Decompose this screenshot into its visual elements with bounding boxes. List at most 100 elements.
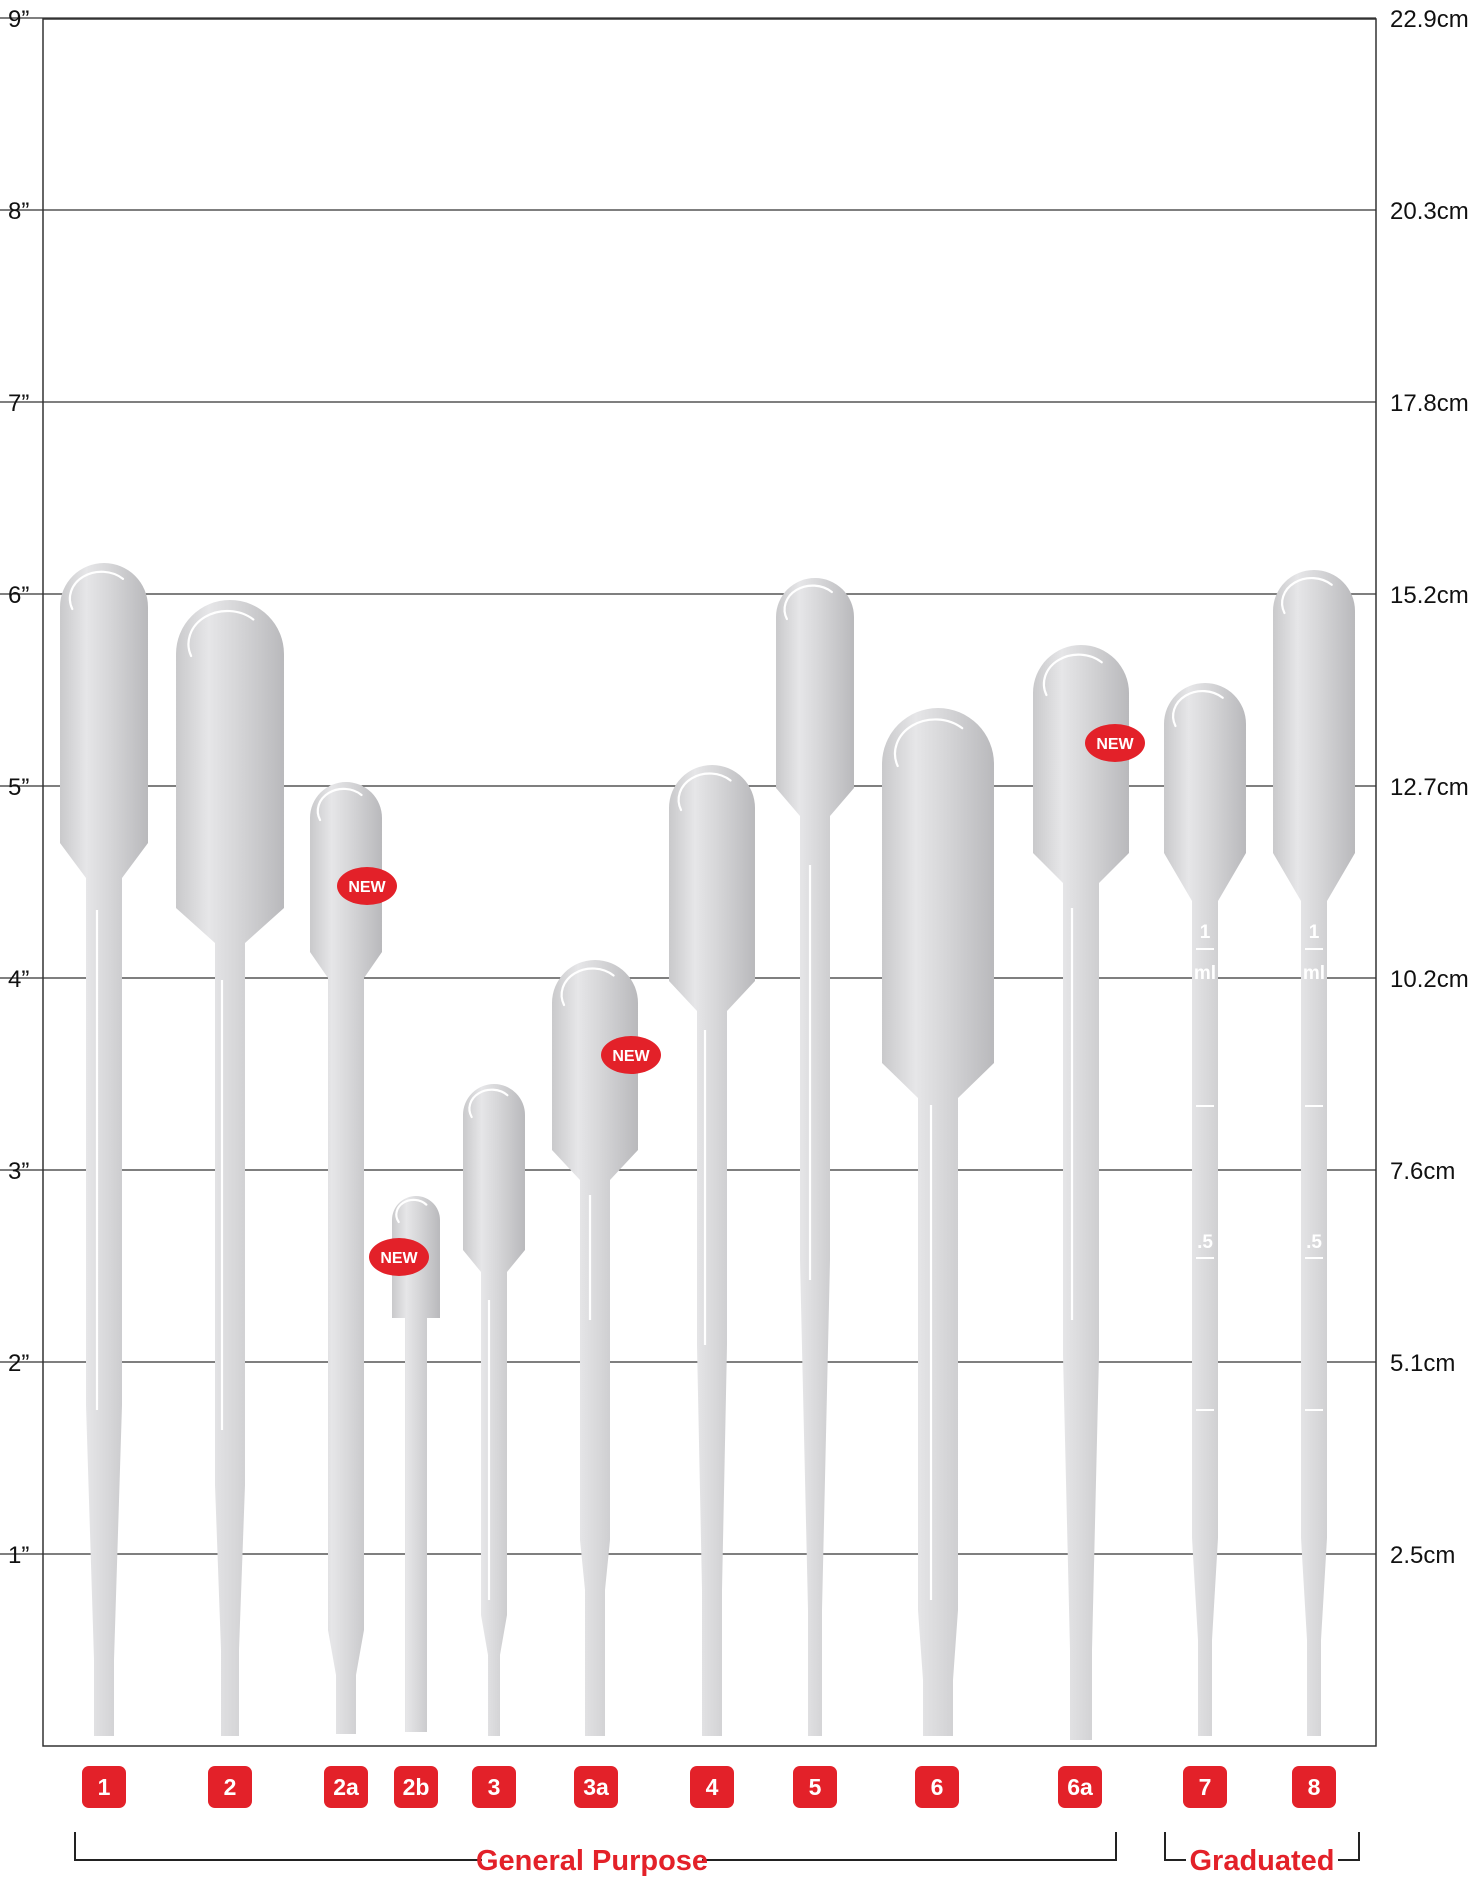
cm-scale: 22.9cm 20.3cm 17.8cm 15.2cm 12.7cm 10.2cm 7.6c… xyxy=(1390,6,1469,1569)
group-general-purpose: General Purpose xyxy=(74,1832,1117,1877)
badge-1: 1 xyxy=(82,1766,126,1808)
pipette-2a: NEW xyxy=(310,782,397,1734)
badge-shape xyxy=(1183,1766,1227,1808)
bulb-highlight xyxy=(1172,689,1224,728)
bulb-highlight xyxy=(893,718,964,768)
badge-label: 5 xyxy=(809,1774,822,1800)
pipette-body xyxy=(60,563,148,1736)
badge-3a: 3a xyxy=(574,1766,618,1808)
badge-shape xyxy=(324,1766,368,1808)
new-badge-label: NEW xyxy=(1096,736,1134,753)
group-label: Graduated xyxy=(1189,1845,1334,1877)
badge-label: 6a xyxy=(1067,1774,1093,1800)
pipette-1 xyxy=(60,563,148,1736)
badge-label: 2a xyxy=(333,1774,359,1800)
new-badge-label: NEW xyxy=(380,1250,418,1267)
badge-label: 3 xyxy=(488,1774,501,1800)
graduation-1: 1 xyxy=(1200,922,1211,943)
graduation-half: .5 xyxy=(1306,1232,1322,1253)
badge-6: 6 xyxy=(915,1766,959,1808)
group-graduated: Graduated xyxy=(1164,1832,1360,1877)
pipette-badges: 1 2 2a 2b 3 3a 4 5 6 6a 7 8 xyxy=(82,1766,1336,1808)
badge-label: 2 xyxy=(224,1774,237,1800)
cm-label-15.2cm: 15.2cm xyxy=(1390,582,1469,609)
bulb-highlight xyxy=(560,967,615,1007)
badge-label: 8 xyxy=(1308,1774,1321,1800)
badge-shape xyxy=(208,1766,252,1808)
group-label: General Purpose xyxy=(476,1845,708,1877)
badge-label: 2b xyxy=(403,1774,430,1800)
inch-label-2: 2” xyxy=(8,1350,29,1377)
pipette-6a: NEW xyxy=(1033,645,1145,1740)
bulb-highlight xyxy=(1042,653,1103,697)
inch-label-6: 6” xyxy=(8,582,29,609)
pipette-body xyxy=(392,1196,440,1732)
badge-label: 1 xyxy=(98,1774,111,1800)
cm-label-2.5cm: 2.5cm xyxy=(1390,1542,1455,1569)
bulb-highlight xyxy=(468,1088,509,1119)
badge-label: 7 xyxy=(1199,1774,1212,1800)
pipette-6 xyxy=(882,708,994,1736)
badge-2a: 2a xyxy=(324,1766,368,1808)
badge-7: 7 xyxy=(1183,1766,1227,1808)
cm-label-22.9cm: 22.9cm xyxy=(1390,6,1469,33)
inch-label-7: 7” xyxy=(8,390,29,417)
inch-label-8: 8” xyxy=(8,198,29,225)
inch-scale: 9” 8” 7” 6” 5” 4” 3” 2” 1” xyxy=(8,6,29,1569)
badge-shape xyxy=(82,1766,126,1808)
pipette-2b: NEW xyxy=(369,1196,440,1732)
graduation-half: .5 xyxy=(1197,1232,1213,1253)
badge-shape xyxy=(574,1766,618,1808)
cm-label-10.2cm: 10.2cm xyxy=(1390,966,1469,993)
graduation-1: 1 xyxy=(1309,922,1320,943)
new-badge: NEW xyxy=(1085,724,1145,762)
badge-shape xyxy=(394,1766,438,1808)
pipette-body xyxy=(310,782,382,1734)
pipette-body xyxy=(776,578,854,1736)
new-badge: NEW xyxy=(369,1238,429,1276)
bulb-highlight xyxy=(677,772,732,812)
badge-shape xyxy=(915,1766,959,1808)
badge-shape xyxy=(1058,1766,1102,1808)
new-badge-label: NEW xyxy=(612,1048,650,1065)
badge-shape xyxy=(1292,1766,1336,1808)
pipette-3a: NEW xyxy=(552,960,661,1736)
inch-label-3: 3” xyxy=(8,1158,29,1185)
pipette-2 xyxy=(176,600,284,1736)
new-badge-shape xyxy=(337,867,397,905)
chart-frame xyxy=(42,18,1377,1747)
pipette-body xyxy=(176,600,284,1736)
inch-label-9: 9” xyxy=(8,6,29,33)
badge-label: 4 xyxy=(706,1774,719,1800)
badge-label: 6 xyxy=(931,1774,944,1800)
badge-label: 3a xyxy=(583,1774,609,1800)
pipette-5 xyxy=(776,578,854,1736)
new-badge-shape xyxy=(369,1238,429,1276)
cm-label-17.8cm: 17.8cm xyxy=(1390,390,1469,417)
badge-shape xyxy=(793,1766,837,1808)
badge-2: 2 xyxy=(208,1766,252,1808)
inch-label-5: 5” xyxy=(8,774,29,801)
cm-label-5.1cm: 5.1cm xyxy=(1390,1350,1455,1377)
bulb-highlight xyxy=(68,570,125,611)
pipettes: NEW NEW NEW NEW 1 ml .5 1 ml .5 xyxy=(60,563,1355,1740)
bulb-highlight xyxy=(187,609,255,658)
bulb-highlight xyxy=(395,1198,428,1224)
badge-2b: 2b xyxy=(394,1766,438,1808)
group-bracket xyxy=(1164,1832,1360,1861)
bulb-highlight xyxy=(316,787,363,822)
badge-4: 4 xyxy=(690,1766,734,1808)
badge-6a: 6a xyxy=(1058,1766,1102,1808)
bulb-highlight xyxy=(1281,576,1333,615)
new-badge-label: NEW xyxy=(348,879,386,896)
new-badge: NEW xyxy=(337,867,397,905)
cm-label-7.6cm: 7.6cm xyxy=(1390,1158,1455,1185)
new-badge-shape xyxy=(601,1036,661,1074)
graduation-ml: ml xyxy=(1194,963,1216,984)
pipette-body xyxy=(882,708,994,1736)
badge-8: 8 xyxy=(1292,1766,1336,1808)
pipette-body xyxy=(552,960,638,1736)
cm-label-12.7cm: 12.7cm xyxy=(1390,774,1469,801)
pipette-body xyxy=(1164,683,1246,1736)
pipette-3 xyxy=(463,1084,525,1736)
